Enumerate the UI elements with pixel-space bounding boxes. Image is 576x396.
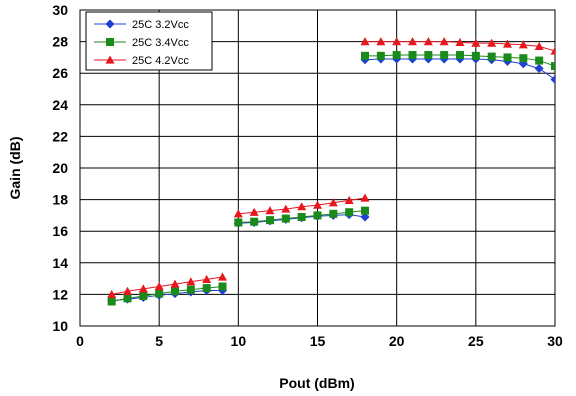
data-point: [361, 206, 369, 215]
data-point: [107, 297, 116, 306]
data-point: [439, 37, 449, 46]
data-point: [360, 212, 370, 222]
data-point: [170, 279, 180, 288]
data-point: [503, 53, 512, 62]
data-point: [313, 211, 322, 220]
data-point: [202, 274, 212, 283]
data-point: [550, 46, 555, 55]
legend-label: 25C 4.2Vcc: [132, 55, 189, 67]
y-tick-label: 30: [52, 2, 68, 18]
data-point: [328, 198, 338, 207]
legend-marker: [105, 19, 115, 29]
data-point: [534, 41, 544, 50]
data-point: [455, 37, 465, 46]
data-point: [186, 277, 196, 286]
data-point: [250, 217, 259, 226]
legend-marker: [105, 55, 115, 64]
data-point: [344, 195, 354, 204]
data-point: [376, 37, 386, 46]
data-point: [423, 37, 433, 46]
data-point: [535, 56, 544, 65]
data-point: [345, 208, 354, 217]
data-point: [265, 206, 275, 215]
data-point: [456, 51, 464, 60]
data-point: [313, 200, 322, 209]
data-point: [249, 207, 259, 216]
data-point: [487, 38, 497, 47]
data-point: [297, 202, 307, 211]
x-tick-label: 30: [547, 333, 563, 349]
legend-label: 25C 3.4Vcc: [132, 37, 189, 49]
legend: 25C 3.2Vcc 25C 3.4Vcc 25C 4.2Vcc: [85, 11, 213, 71]
legend-marker: [106, 38, 114, 46]
series-3: [107, 37, 555, 298]
data-point: [155, 289, 164, 298]
data-point: [503, 39, 512, 48]
data-point: [361, 51, 369, 60]
y-tick-label: 24: [52, 97, 68, 113]
x-tick-label: 5: [155, 333, 163, 349]
y-tick-label: 10: [52, 318, 68, 334]
data-point: [202, 284, 211, 293]
x-tick-label: 0: [76, 333, 84, 349]
data-point: [281, 204, 291, 213]
legend-label: 25C 3.2Vcc: [132, 19, 189, 31]
data-point: [408, 51, 417, 60]
data-point: [440, 51, 449, 60]
data-point: [471, 51, 480, 60]
tick-labels: 0 5 10 15 20 25 30 10 12 14 16 18 20 22 24 26 28 30: [52, 2, 563, 349]
data-point: [107, 289, 117, 298]
y-axis-title: Gain (dB): [7, 137, 23, 200]
data-point: [376, 51, 385, 60]
data-point: [218, 282, 227, 291]
data-point: [471, 38, 481, 47]
data-point: [408, 37, 417, 46]
data-point: [550, 75, 555, 85]
data-point: [154, 282, 164, 291]
data-point: [218, 272, 227, 281]
data-point: [360, 193, 370, 202]
data-point: [171, 287, 179, 296]
data-point: [123, 286, 132, 295]
data-point: [139, 291, 148, 300]
data-point: [123, 294, 132, 303]
data-point: [138, 284, 148, 293]
data-point: [551, 62, 555, 71]
x-tick-label: 10: [231, 333, 247, 349]
data-point: [534, 63, 544, 73]
data-point: [281, 214, 290, 223]
data-point: [487, 52, 496, 61]
data-point: [329, 209, 338, 218]
data-point: [518, 40, 528, 49]
data-point: [360, 37, 370, 46]
y-tick-label: 18: [52, 192, 68, 208]
series-layer: [107, 37, 555, 306]
y-tick-label: 20: [52, 160, 68, 176]
data-point: [297, 212, 306, 221]
data-point: [424, 51, 433, 60]
data-point: [233, 209, 243, 218]
x-tick-label: 15: [310, 333, 326, 349]
y-tick-label: 22: [52, 128, 68, 144]
y-tick-label: 26: [52, 65, 68, 81]
y-tick-label: 28: [52, 34, 68, 50]
data-point: [519, 54, 528, 63]
data-point: [266, 216, 274, 225]
series-2: [107, 51, 555, 306]
x-tick-label: 25: [468, 333, 484, 349]
data-point: [392, 51, 401, 60]
y-tick-label: 14: [52, 255, 68, 271]
data-point: [392, 37, 402, 46]
y-tick-label: 16: [52, 223, 68, 239]
data-point: [234, 218, 243, 227]
data-point: [186, 285, 195, 294]
x-axis-title: Pout (dBm): [279, 375, 354, 391]
x-tick-label: 20: [389, 333, 405, 349]
y-tick-label: 12: [52, 286, 68, 302]
